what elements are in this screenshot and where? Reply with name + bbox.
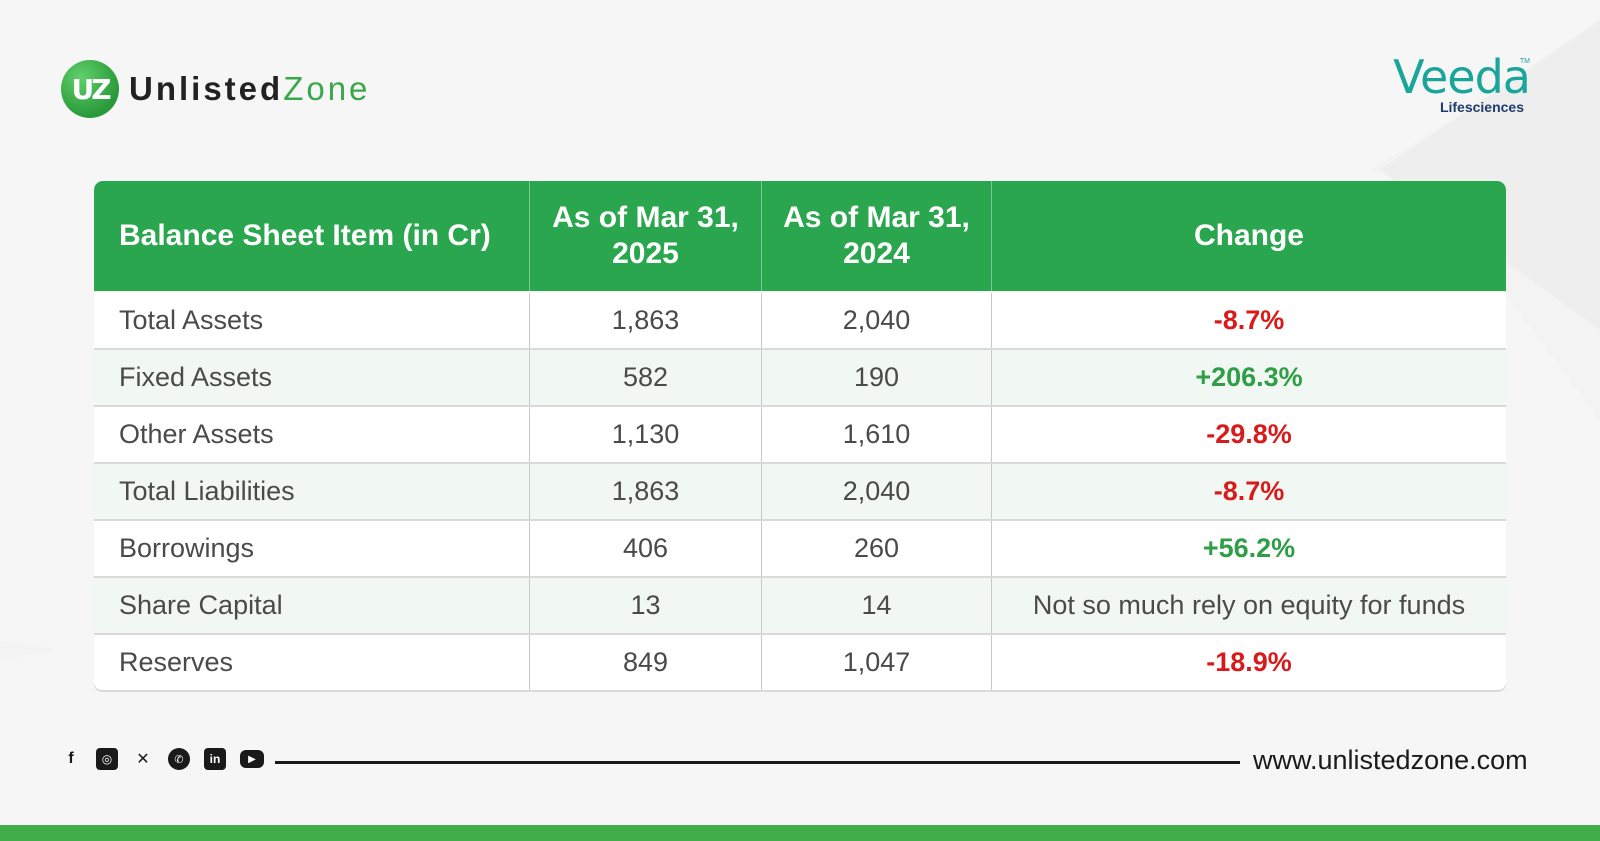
row-change: -29.8% (1206, 419, 1292, 449)
row-value-2025: 13 (530, 578, 762, 633)
row-item: Borrowings (94, 521, 530, 576)
table-row: Share Capital 13 14 Not so much rely on … (94, 578, 1506, 633)
table-row: Other Assets 1,130 1,610 -29.8% (94, 407, 1506, 462)
table-row: Fixed Assets 582 190 +206.3% (94, 350, 1506, 405)
row-value-2025: 1,130 (530, 407, 762, 462)
row-value-2024: 1,610 (762, 407, 992, 462)
row-change: +206.3% (1195, 362, 1303, 392)
row-change: Not so much rely on equity for funds (1032, 590, 1466, 620)
row-value-2025: 1,863 (530, 293, 762, 348)
row-value-2024: 260 (762, 521, 992, 576)
bottom-accent-bar (0, 825, 1600, 841)
row-change: -8.7% (1213, 476, 1285, 506)
table-header: Balance Sheet Item (in Cr) As of Mar 31,… (94, 181, 1506, 291)
table-row: Total Liabilities 1,863 2,040 -8.7% (94, 464, 1506, 519)
website-link[interactable]: www.unlistedzone.com (1253, 745, 1528, 775)
header-2024: As of Mar 31, 2024 (762, 181, 992, 291)
balance-sheet-table: Balance Sheet Item (in Cr) As of Mar 31,… (94, 181, 1506, 690)
row-change: -18.9% (1206, 647, 1292, 677)
row-item: Other Assets (94, 407, 530, 462)
brand-name-part2: Zone (283, 70, 371, 107)
instagram-icon[interactable]: ◎ (96, 748, 118, 770)
uz-logo-mark: UZ (61, 60, 119, 118)
social-icons: f ◎ ✕ ✆ in ▶ (60, 748, 264, 770)
table-row: Reserves 849 1,047 -18.9% (94, 635, 1506, 690)
row-value-2024: 1,047 (762, 635, 992, 690)
table-row: Borrowings 406 260 +56.2% (94, 521, 1506, 576)
facebook-icon[interactable]: f (68, 750, 74, 767)
unlistedzone-logo: UZ UnlistedZone (61, 60, 370, 118)
row-value-2025: 849 (530, 635, 762, 690)
row-change: +56.2% (1202, 533, 1296, 563)
row-item: Total Assets (94, 293, 530, 348)
company-trademark: TM (1519, 58, 1530, 65)
company-subtitle: Lifesciences (1439, 99, 1524, 115)
company-name: Veeda (1393, 50, 1531, 104)
header-item: Balance Sheet Item (in Cr) (94, 181, 530, 291)
header-change: Change (1193, 219, 1304, 252)
row-change: -8.7% (1213, 305, 1285, 335)
row-value-2024: 2,040 (762, 464, 992, 519)
footer-divider (275, 761, 1240, 764)
table-row: Total Assets 1,863 2,040 -8.7% (94, 293, 1506, 348)
youtube-icon[interactable]: ▶ (240, 750, 264, 768)
header-2025: As of Mar 31, 2025 (530, 181, 762, 291)
company-logo: TM Veeda Lifesciences (1370, 50, 1531, 115)
x-icon[interactable]: ✕ (136, 751, 150, 768)
row-item: Total Liabilities (94, 464, 530, 519)
brand-name: UnlistedZone (129, 70, 370, 108)
row-value-2024: 2,040 (762, 293, 992, 348)
linkedin-icon[interactable]: in (204, 748, 226, 770)
row-item: Reserves (94, 635, 530, 690)
row-item: Fixed Assets (94, 350, 530, 405)
row-value-2025: 582 (530, 350, 762, 405)
row-value-2024: 14 (762, 578, 992, 633)
row-value-2024: 190 (762, 350, 992, 405)
brand-name-part1: Unlisted (129, 70, 284, 107)
whatsapp-icon[interactable]: ✆ (168, 748, 190, 770)
row-item: Share Capital (94, 578, 530, 633)
row-value-2025: 1,863 (530, 464, 762, 519)
row-value-2025: 406 (530, 521, 762, 576)
